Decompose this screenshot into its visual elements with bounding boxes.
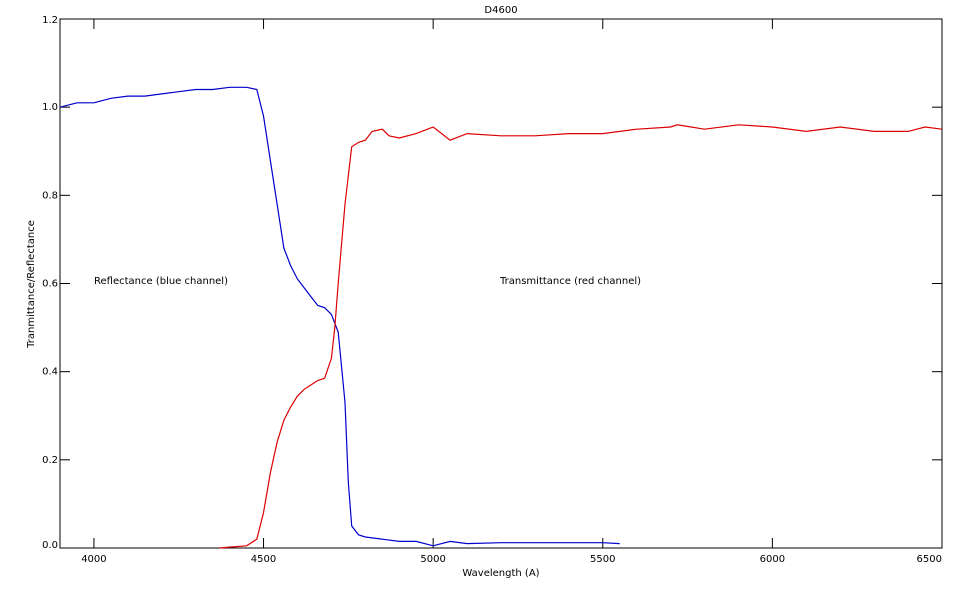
y-tick-label: 1.2 — [42, 15, 58, 26]
x-tick-label: 6500 — [917, 554, 942, 565]
y-tick-label: 0.0 — [42, 540, 58, 551]
annotation: Reflectance (blue channel) — [94, 276, 228, 287]
annotation: Transmittance (red channel) — [499, 276, 641, 287]
x-tick-label: 6000 — [760, 554, 785, 565]
x-tick-label: 4500 — [251, 554, 276, 565]
x-tick-label: 5000 — [420, 554, 445, 565]
data-line — [59, 86, 620, 547]
x-tick-label: 4000 — [81, 554, 106, 565]
y-tick-label: 1.0 — [42, 102, 58, 113]
y-tick-label: 0.4 — [42, 367, 58, 378]
x-axis-label: Wavelength (A) — [462, 568, 539, 579]
data-line — [219, 124, 943, 549]
y-tick-label: 0.2 — [42, 455, 58, 466]
y-tick-label: 0.8 — [42, 190, 58, 201]
chart-title: D4600 — [484, 5, 517, 16]
y-axis-label: Tranmittance/Reflectance — [26, 220, 37, 349]
x-tick-label: 5500 — [590, 554, 615, 565]
y-tick-label: 0.6 — [42, 279, 58, 290]
